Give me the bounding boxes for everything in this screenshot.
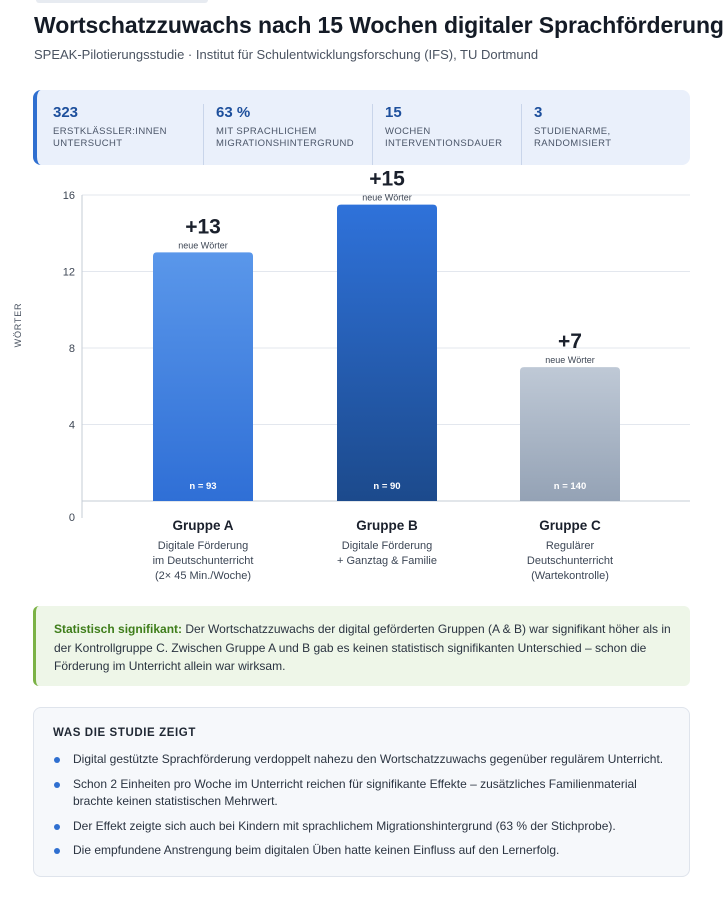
- page-title: Wortschatzzuwachs nach 15 Wochen digital…: [34, 12, 723, 38]
- y-tick-label: 12: [63, 267, 75, 279]
- bullet-icon: [54, 823, 60, 830]
- stat-label: Wochen Interventionsdauer: [385, 126, 503, 149]
- list-item: Die empfundene Anstrengung beim digitale…: [53, 842, 671, 860]
- stat-value: 3: [534, 104, 543, 121]
- page-subtitle: SPEAK-Pilotierungsstudie · Institut für …: [34, 47, 539, 62]
- group-description: Digitale Förderung im Deutschunterricht …: [152, 540, 254, 582]
- stat-duration: 15 Wochen Interventionsdauer: [372, 104, 521, 165]
- bar-gruppe-c: [520, 367, 620, 501]
- group-description: Regulärer Deutschunterricht (Wartekontro…: [526, 540, 614, 582]
- stat-label: Studienarme, randomisiert: [534, 126, 612, 149]
- group-name: Gruppe B: [356, 518, 418, 533]
- bar-sample-size-label: n = 140: [554, 481, 586, 492]
- note-text: Der Wortschatzzuwachs der digital geförd…: [54, 622, 671, 673]
- stat-label: Erstklässler:innen untersucht: [53, 126, 167, 149]
- group-name: Gruppe C: [539, 518, 601, 533]
- stat-pupils: 323 Erstklässler:innen untersucht: [53, 104, 203, 165]
- y-tick-label: 16: [63, 190, 75, 202]
- bar-gruppe-b: [337, 204, 437, 501]
- bar-value-sublabel: neue Wörter: [362, 193, 412, 203]
- bar-chart: 0 4 8 12 16 WÖRTER +13 neue Wörter n = 93 +15 neue…: [0, 170, 723, 600]
- list-item: Digital gestützte Sprachförderung verdop…: [53, 751, 671, 769]
- y-axis-label: WÖRTER: [13, 303, 23, 348]
- bar-sample-size-label: n = 90: [373, 481, 400, 492]
- y-tick-label: 4: [69, 420, 75, 432]
- significance-note: Statistisch signifikant: Der Wortschatzz…: [33, 606, 690, 686]
- bullet-icon: [54, 757, 60, 763]
- y-tick-label: 8: [69, 343, 75, 355]
- top-decoration-strip: [36, 0, 208, 3]
- stat-value: 63 %: [216, 104, 251, 121]
- note-lead: Statistisch signifikant:: [54, 622, 183, 636]
- key-stats-panel: 323 Erstklässler:innen untersucht 63 % mi…: [33, 90, 690, 165]
- bar-sample-size-label: n = 93: [189, 481, 216, 492]
- bar-value-sublabel: neue Wörter: [178, 240, 228, 250]
- stat-value: 323: [53, 104, 79, 121]
- bar-value-label: +15: [369, 170, 405, 191]
- group-label-c: Gruppe C Regulärer Deutschunterricht (Wa…: [485, 518, 655, 584]
- group-name: Gruppe A: [172, 518, 234, 533]
- group-description: Digitale Förderung + Ganztag & Familie: [337, 540, 437, 567]
- stat-label: mit sprachlichem Migrationshintergrund: [216, 126, 355, 149]
- list-item: Schon 2 Einheiten pro Woche im Unterrich…: [53, 776, 671, 811]
- y-tick-label: 0: [69, 512, 75, 524]
- group-label-b: Gruppe B Digitale Förderung + Ganztag & …: [302, 518, 472, 569]
- bar-value-sublabel: neue Wörter: [545, 355, 595, 365]
- list-item: Der Effekt zeigte sich auch bei Kindern …: [53, 818, 671, 836]
- bar-value-label: +13: [185, 215, 221, 238]
- stat-value: 15: [385, 104, 402, 121]
- group-label-a: Gruppe A Digitale Förderung im Deutschun…: [118, 518, 288, 584]
- group-labels: Gruppe A Digitale Förderung im Deutschun…: [0, 518, 723, 588]
- findings-heading: WAS DIE STUDIE ZEIGT: [53, 727, 196, 739]
- bar-chart-svg: 0 4 8 12 16 WÖRTER +13 neue Wörter n = 93 +15 neue…: [13, 170, 690, 524]
- bar-value-label: +7: [558, 330, 582, 353]
- stat-migration: 63 % mit sprachlichem Migrationshintergru…: [203, 104, 372, 165]
- bar-gruppe-a: [153, 252, 253, 501]
- findings-list: Digital gestützte Sprachförderung verdop…: [53, 751, 671, 860]
- bullet-icon: [54, 848, 60, 854]
- stat-arms: 3 Studienarme, randomisiert: [521, 104, 671, 165]
- findings-panel: WAS DIE STUDIE ZEIGT Digital gestützte S…: [33, 707, 690, 877]
- bullet-icon: [54, 781, 60, 788]
